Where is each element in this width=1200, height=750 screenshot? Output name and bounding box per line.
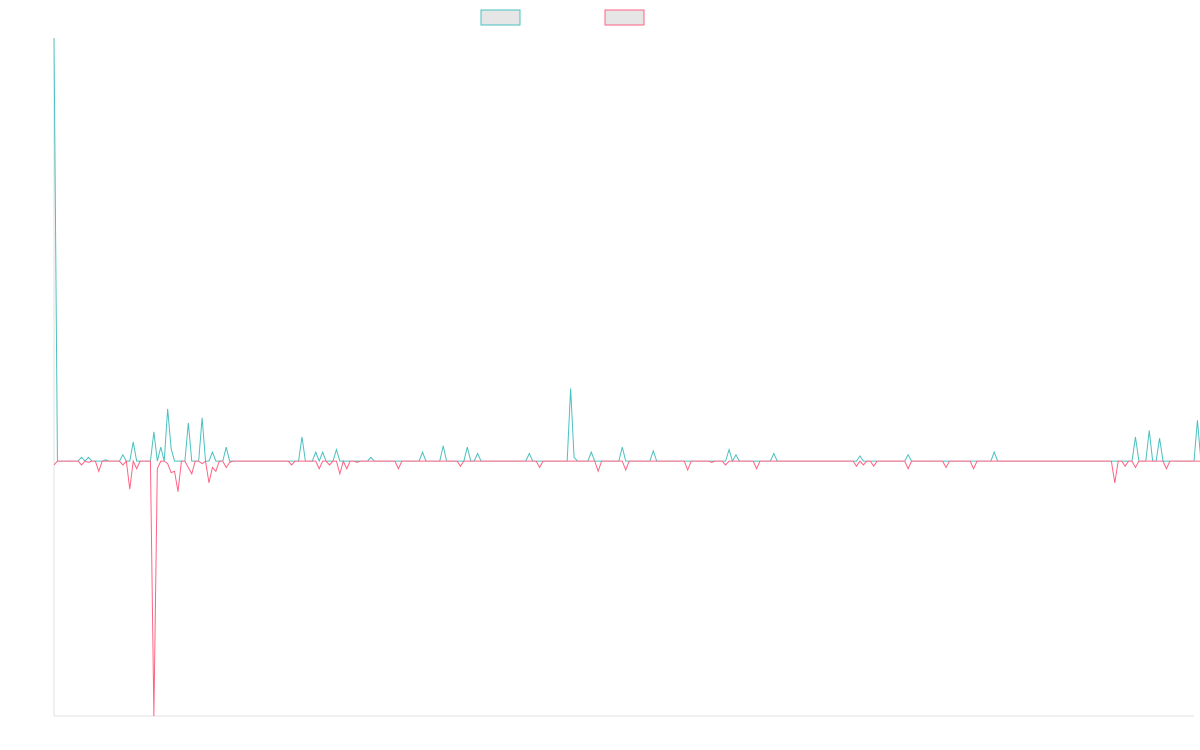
series-line-2 bbox=[53, 459, 1200, 717]
series-line-1 bbox=[53, 37, 1200, 463]
series-layer bbox=[53, 37, 1200, 717]
legend-swatch-1[interactable] bbox=[480, 9, 521, 26]
series-1 bbox=[53, 37, 1200, 463]
legend-swatch-2[interactable] bbox=[604, 9, 645, 26]
legend bbox=[480, 9, 645, 26]
axes bbox=[53, 38, 1194, 717]
series-2 bbox=[53, 459, 1200, 717]
